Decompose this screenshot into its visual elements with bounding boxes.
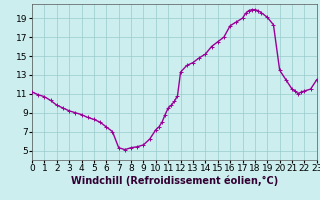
X-axis label: Windchill (Refroidissement éolien,°C): Windchill (Refroidissement éolien,°C) (71, 176, 278, 186)
